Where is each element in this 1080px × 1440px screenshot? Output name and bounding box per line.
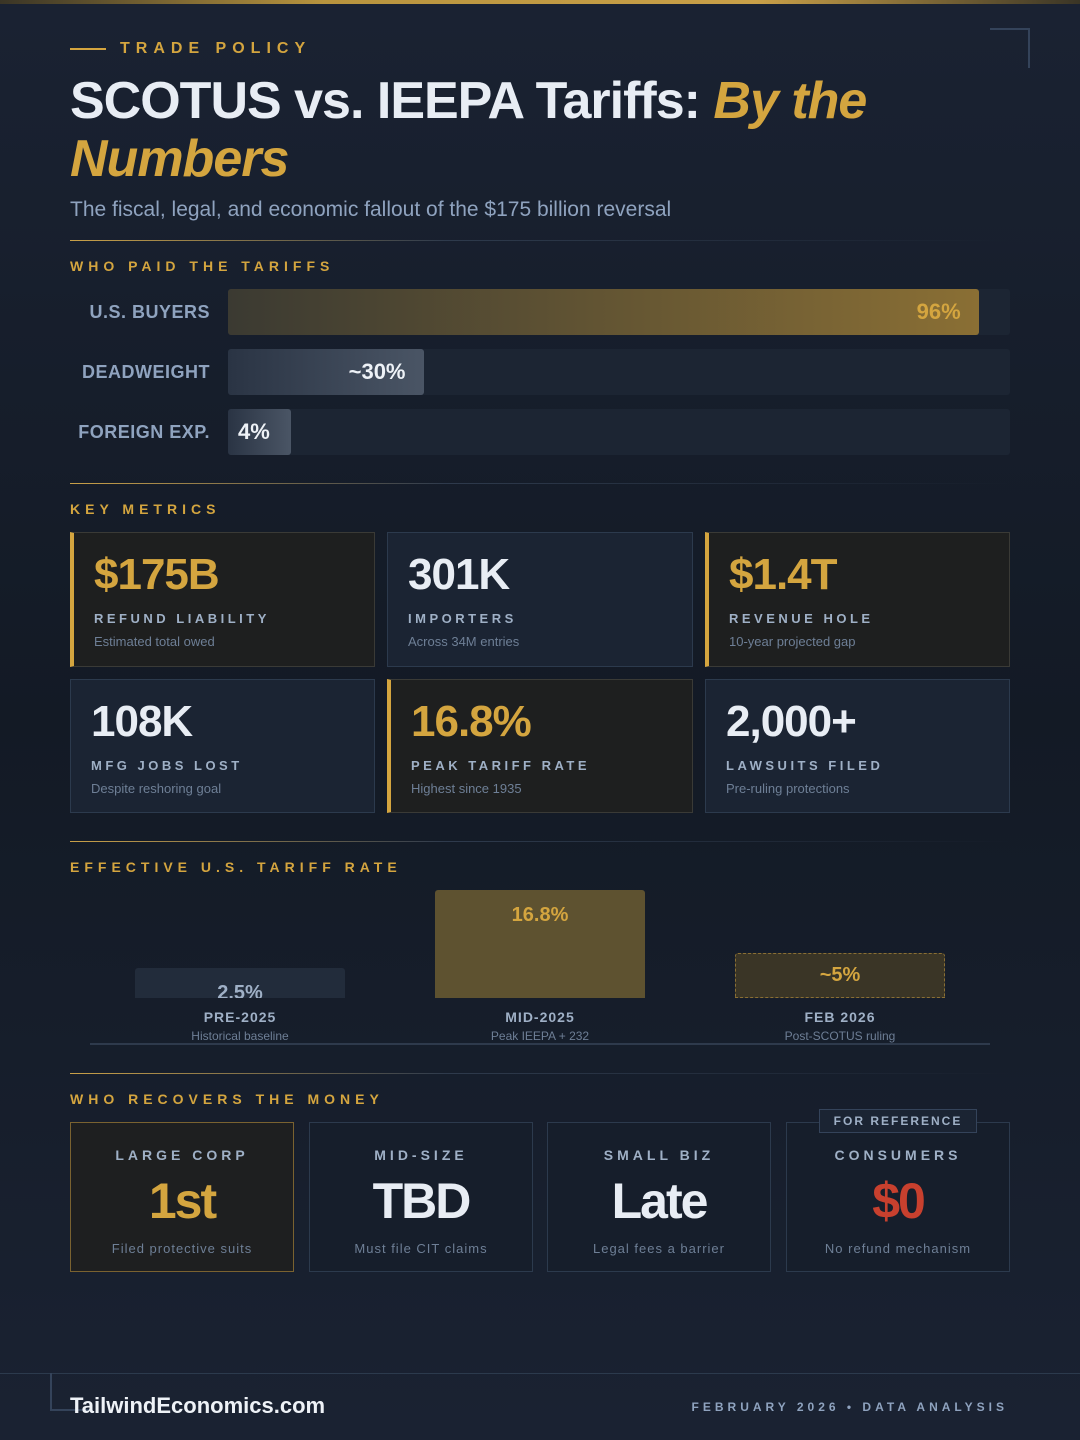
metric-label: PEAK TARIFF RATE <box>411 758 591 773</box>
tariff-rate-chart: 2.5% PRE-2025 Historical baseline 16.8% MID-… <box>70 880 1010 1050</box>
bar-row: DEADWEIGHT ~30% <box>70 349 1010 395</box>
section-title-who-paid: WHO PAID THE TARIFFS <box>70 258 335 274</box>
title-main: SCOTUS vs. IEEPA Tariffs: <box>70 72 714 130</box>
metric-desc: Highest since 1935 <box>411 781 522 796</box>
metric-desc: Despite reshoring goal <box>91 781 222 796</box>
bar-fill: 4% <box>228 409 291 455</box>
recovery-value: Late <box>611 1173 709 1229</box>
footer-divider <box>0 1373 1080 1374</box>
metric-card: $1.4T REVENUE HOLE 10-year projected gap <box>705 532 1010 667</box>
eyebrow-text: TRADE POLICY <box>120 40 312 57</box>
for-reference-tag: FOR REFERENCE <box>819 1109 977 1133</box>
subtitle: The fiscal, legal, and economic fallout … <box>70 198 672 221</box>
divider <box>70 1073 1010 1074</box>
page-title: SCOTUS vs. IEEPA Tariffs: By the Numbers <box>70 72 970 188</box>
metric-desc: Across 34M entries <box>408 634 520 649</box>
title-accent: By the Numbers <box>70 72 867 188</box>
metric-card: 16.8% PEAK TARIFF RATE Highest since 1935 <box>387 679 693 813</box>
footer-brand[interactable]: TailwindEconomics.com <box>70 1393 326 1418</box>
recovery-card: CONSUMERS $0 No refund mechanism <box>786 1122 1010 1272</box>
recovery-value: $0 <box>872 1173 926 1229</box>
bar-value-label: ~5% <box>819 964 861 986</box>
footer-meta: FEBRUARY 2026 • DATA ANALYSIS <box>691 1400 1008 1414</box>
recovery-title: CONSUMERS <box>834 1147 962 1163</box>
x-tick-label: MID-2025 <box>505 1009 575 1025</box>
top-accent-bar <box>0 0 1080 4</box>
recovery-card: LARGE CORP 1st Filed protective suits <box>70 1122 294 1272</box>
bar-track: 4% <box>228 409 1010 455</box>
x-axis-line <box>90 1043 990 1045</box>
divider <box>70 483 1010 484</box>
divider <box>70 240 1010 241</box>
metric-label: LAWSUITS FILED <box>726 758 884 773</box>
bar-value: ~30% <box>348 359 406 384</box>
recovery-title: LARGE CORP <box>115 1147 249 1163</box>
bar-label: U.S. BUYERS <box>89 301 210 322</box>
metric-card: 301K IMPORTERS Across 34M entries <box>387 532 693 667</box>
metric-desc: Pre-ruling protections <box>726 781 850 796</box>
metric-value: $1.4T <box>729 550 838 599</box>
recovery-desc: Must file CIT claims <box>354 1241 488 1256</box>
x-tick-sublabel: Post-SCOTUS ruling <box>784 1029 896 1043</box>
eyebrow: TRADE POLICY <box>70 40 311 58</box>
bar-row: FOREIGN EXP. 4% <box>70 409 1010 455</box>
x-tick-sublabel: Peak IEEPA + 232 <box>490 1029 590 1043</box>
section-title-recovery: WHO RECOVERS THE MONEY <box>70 1091 384 1107</box>
divider <box>70 841 1010 842</box>
metric-value: $175B <box>94 550 220 599</box>
metric-label: MFG JOBS LOST <box>91 758 243 773</box>
recovery-card: MID-SIZE TBD Must file CIT claims <box>309 1122 533 1272</box>
metric-card: $175B REFUND LIABILITY Estimated total owe… <box>70 532 375 667</box>
bar-row: U.S. BUYERS 96% <box>70 289 1010 335</box>
metric-label: REVENUE HOLE <box>729 611 874 626</box>
bar-track: ~30% <box>228 349 1010 395</box>
eyebrow-line <box>70 48 106 50</box>
bar-track: 96% <box>228 289 1010 335</box>
section-title-key-metrics: KEY METRICS <box>70 501 221 517</box>
x-tick-label: PRE-2025 <box>203 1009 277 1025</box>
bar-fill: 96% <box>228 289 979 335</box>
recovery-value: 1st <box>148 1173 217 1229</box>
chart-bar: ~5% <box>735 953 945 998</box>
bar-value: 4% <box>238 419 270 444</box>
chart-bar: 2.5% <box>135 968 345 998</box>
x-tick-label: FEB 2026 <box>804 1009 876 1025</box>
recovery-desc: Legal fees a barrier <box>592 1241 725 1256</box>
metric-card: 108K MFG JOBS LOST Despite reshoring goal <box>70 679 375 813</box>
metric-value: 108K <box>91 697 193 746</box>
bar-fill: ~30% <box>228 349 424 395</box>
bar-value-label: 16.8% <box>511 904 569 926</box>
recovery-title: SMALL BIZ <box>603 1147 715 1163</box>
bar-value: 96% <box>916 299 961 324</box>
recovery-title: MID-SIZE <box>374 1147 468 1163</box>
metric-value: 301K <box>408 550 510 599</box>
recovery-value: TBD <box>372 1173 472 1229</box>
corner-decoration <box>990 28 1030 68</box>
chart-bar: 16.8% <box>435 890 645 998</box>
metric-value: 16.8% <box>411 697 532 746</box>
metric-desc: 10-year projected gap <box>729 634 856 649</box>
corner-decoration <box>50 1373 90 1411</box>
bar-value-label: 2.5% <box>217 982 263 998</box>
chart-title: EFFECTIVE U.S. TARIFF RATE <box>70 859 402 875</box>
recovery-desc: No refund mechanism <box>824 1241 972 1256</box>
recovery-desc: Filed protective suits <box>111 1241 253 1256</box>
metric-card: 2,000+ LAWSUITS FILED Pre-ruling protectio… <box>705 679 1010 813</box>
metric-label: IMPORTERS <box>408 611 517 626</box>
metric-desc: Estimated total owed <box>94 634 215 649</box>
metric-label: REFUND LIABILITY <box>94 611 270 626</box>
bar-label: DEADWEIGHT <box>82 361 210 382</box>
metric-value: 2,000+ <box>726 697 857 746</box>
recovery-card: SMALL BIZ Late Legal fees a barrier <box>547 1122 771 1272</box>
bar-label: FOREIGN EXP. <box>78 421 210 442</box>
x-tick-sublabel: Historical baseline <box>191 1029 289 1043</box>
